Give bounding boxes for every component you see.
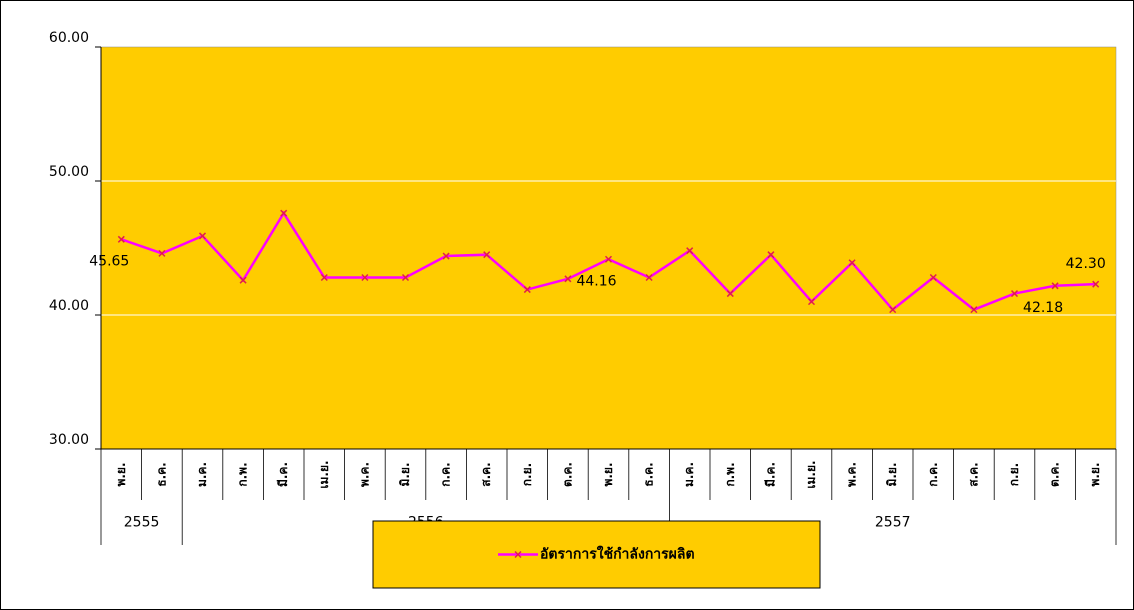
x-tick-label: ก.พ.: [236, 462, 250, 486]
y-tick-label: 30.00: [49, 432, 89, 448]
data-point: [523, 286, 531, 294]
x-tick-label: มี.ค.: [276, 462, 290, 487]
data-point: [198, 232, 207, 240]
data-point: [239, 276, 247, 284]
data-point: [726, 290, 734, 298]
data-point: [117, 235, 125, 243]
x-tick-label: ม.ค.: [195, 462, 209, 487]
data-point: [320, 273, 328, 282]
x-tick-label: ม.ค.: [682, 462, 696, 487]
plot-area: [100, 46, 1117, 450]
data-point: [604, 255, 613, 263]
data-point: [158, 249, 166, 257]
x-tick-label: พ.ย.: [114, 462, 128, 486]
data-point: [645, 273, 653, 282]
data-point: [1092, 280, 1100, 288]
x-tick-label: ก.ค.: [926, 462, 940, 486]
x-tick-label: ส.ค.: [479, 462, 493, 486]
data-point: [686, 247, 694, 255]
x-tick-label: ก.ย.: [520, 463, 534, 486]
y-tick-label: 60.00: [49, 30, 89, 46]
data-label: 42.30: [1066, 256, 1106, 272]
x-tick-label: พ.ย.: [1088, 462, 1102, 486]
y-tick-label: 50.00: [49, 164, 89, 180]
x-tick-label: พ.ค.: [845, 462, 859, 487]
data-point: [361, 273, 369, 282]
data-point: [1010, 290, 1019, 298]
x-tick-label: เม.ย.: [317, 460, 331, 488]
x-tick-label: เม.ย.: [804, 460, 818, 488]
x-tick-label: พ.ค.: [357, 462, 371, 487]
data-point: [929, 273, 937, 282]
x-tick-label: ต.ค.: [560, 462, 574, 487]
x-tick-label: ต.ค.: [1048, 462, 1062, 487]
data-point: [970, 306, 978, 314]
x-tick-label: ธ.ค.: [154, 462, 168, 486]
x-tick-label: มิ.ย.: [885, 462, 899, 486]
x-tick-label: พ.ย.: [601, 462, 615, 486]
data-point: [280, 209, 288, 217]
data-point: [767, 251, 775, 259]
data-label: 44.16: [576, 273, 616, 289]
data-point: [848, 259, 856, 267]
group-label: 2557: [875, 515, 911, 531]
x-tick-label: ก.พ.: [723, 462, 737, 486]
group-label: 2555: [124, 515, 160, 531]
data-point: [442, 252, 450, 260]
legend-marker: [514, 550, 522, 559]
x-tick-label: ธ.ค.: [642, 462, 656, 486]
data-point: [483, 251, 491, 259]
data-point: [1051, 282, 1059, 290]
x-tick-label: ก.ค.: [439, 462, 453, 486]
data-point: [564, 275, 572, 283]
x-tick-label: มิ.ย.: [398, 462, 412, 486]
legend-label: อัตราการใช้กำลังการผลิต: [540, 545, 695, 563]
x-tick-label: ก.ย.: [1007, 463, 1021, 486]
legend-box: [372, 520, 821, 589]
data-point: [401, 273, 410, 282]
x-tick-label: มี.ค.: [763, 462, 777, 487]
x-tick-label: ส.ค.: [966, 462, 980, 486]
data-point: [807, 298, 816, 306]
data-label: 45.65: [89, 253, 129, 269]
data-point: [889, 306, 897, 314]
data-label: 42.18: [1023, 300, 1063, 316]
y-tick-label: 40.00: [49, 298, 89, 314]
